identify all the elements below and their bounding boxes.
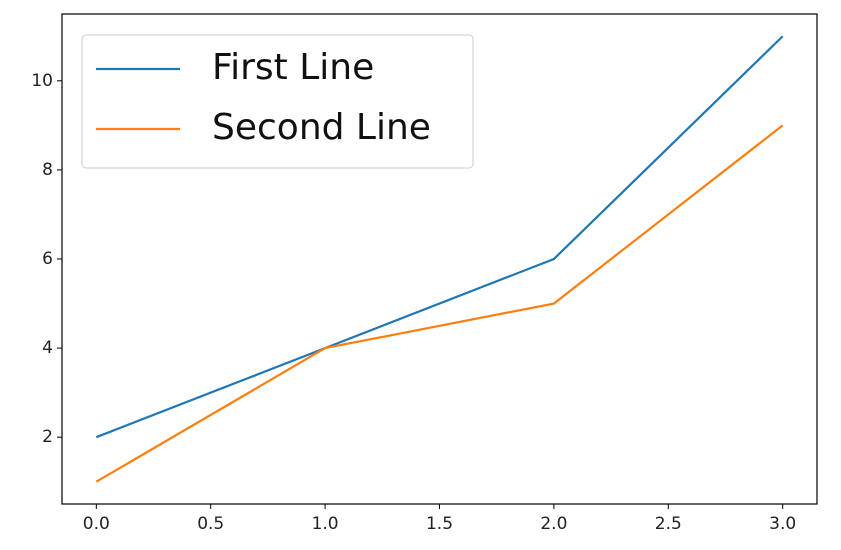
legend-label: Second Line [212,107,431,148]
x-tick-label: 2.5 [655,514,682,534]
x-tick-label: 1.5 [426,514,453,534]
y-tick-label: 8 [42,160,53,180]
x-tick-label: 2.0 [540,514,567,534]
x-tick-label: 1.0 [312,514,339,534]
line-series [95,124,784,483]
line-series [95,35,784,439]
x-tick-label: 0.5 [197,514,224,534]
y-tick-label: 6 [42,249,53,269]
legend-label: First Line [212,47,374,88]
x-tick-label: 0.0 [83,514,110,534]
y-tick-label: 4 [42,338,53,358]
y-tick-label: 2 [42,427,53,447]
x-tick-label: 3.0 [769,514,796,534]
y-tick-label: 10 [31,71,53,91]
